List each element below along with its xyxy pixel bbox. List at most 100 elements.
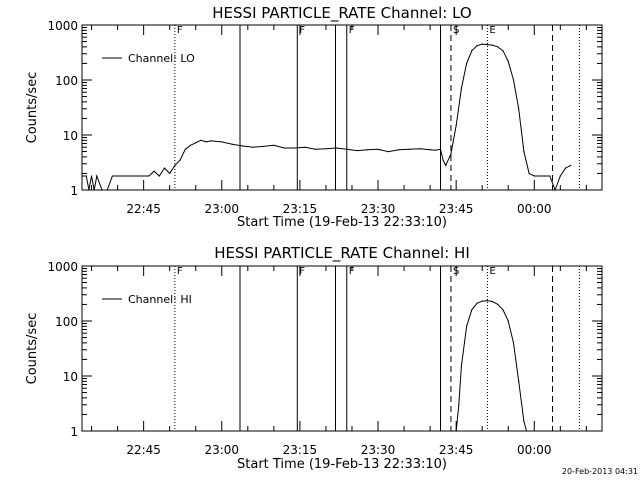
event-flag-label: F bbox=[299, 25, 305, 36]
data-point bbox=[163, 167, 166, 169]
data-point bbox=[564, 167, 567, 169]
chart-title: HESSI PARTICLE_RATE Channel: LO bbox=[212, 4, 471, 23]
data-point bbox=[81, 175, 83, 177]
data-point bbox=[434, 149, 436, 151]
data-point bbox=[507, 320, 509, 322]
data-point bbox=[538, 175, 541, 177]
x-tick-label: 22:45 bbox=[126, 443, 161, 457]
data-point bbox=[111, 175, 113, 177]
hi-channel-panel: HESSI PARTICLE_RATE Channel: HI 1 10 100 100… bbox=[25, 244, 603, 472]
y-tick-label: 10 bbox=[63, 129, 78, 143]
data-point bbox=[549, 175, 551, 177]
data-point bbox=[518, 108, 520, 110]
data-point bbox=[294, 147, 296, 149]
y-tick-label: 100 bbox=[55, 315, 78, 329]
data-point bbox=[523, 151, 525, 153]
data-point bbox=[158, 175, 160, 177]
data-point bbox=[377, 148, 379, 150]
data-point bbox=[127, 175, 129, 177]
y-tick-label: 100 bbox=[55, 74, 78, 88]
data-point bbox=[221, 141, 223, 143]
data-point bbox=[476, 45, 478, 47]
data-point bbox=[283, 147, 285, 149]
x-axis-label: Start Time (19-Feb-13 22:33:10) bbox=[237, 215, 447, 230]
chart-title: HESSI PARTICLE_RATE Channel: HI bbox=[214, 244, 470, 263]
data-point bbox=[148, 175, 150, 177]
data-point bbox=[497, 46, 499, 48]
x-tick-label: 23:45 bbox=[439, 443, 474, 457]
data-point bbox=[445, 164, 447, 166]
data-point bbox=[458, 404, 460, 406]
data-point bbox=[528, 172, 530, 174]
data-point bbox=[106, 189, 108, 191]
data-point bbox=[497, 303, 499, 305]
x-tick-label: 23:00 bbox=[204, 202, 239, 216]
data-point bbox=[205, 141, 207, 143]
y-tick-label: 1 bbox=[70, 425, 78, 439]
data-point bbox=[174, 164, 176, 166]
data-point bbox=[492, 301, 494, 303]
data-point bbox=[137, 175, 139, 177]
data-point bbox=[169, 172, 171, 174]
data-point bbox=[231, 143, 233, 145]
data-point bbox=[439, 148, 442, 150]
data-point bbox=[466, 325, 468, 327]
data-point bbox=[398, 149, 400, 151]
data-point bbox=[429, 149, 431, 151]
data-point bbox=[460, 87, 462, 90]
event-flag-label: F bbox=[349, 266, 355, 277]
y-tick-label: 1000 bbox=[47, 260, 78, 274]
x-tick-label: 00:00 bbox=[517, 202, 552, 216]
plot-frame bbox=[81, 265, 603, 432]
data-point bbox=[88, 189, 90, 191]
data-point bbox=[96, 175, 98, 177]
data-point bbox=[523, 420, 525, 422]
data-point bbox=[262, 145, 264, 147]
data-point bbox=[122, 175, 124, 177]
data-point bbox=[117, 175, 119, 177]
event-flag-label: F bbox=[177, 266, 183, 277]
event-flag-label: S bbox=[453, 25, 459, 36]
data-point bbox=[90, 175, 93, 177]
data-point bbox=[387, 151, 389, 153]
event-flag-label: F bbox=[177, 25, 183, 36]
data-point bbox=[559, 175, 561, 177]
event-flag-label: E bbox=[489, 25, 495, 36]
data-point bbox=[544, 175, 546, 177]
y-tick-label: 1000 bbox=[47, 19, 78, 33]
data-point bbox=[419, 148, 421, 150]
data-point bbox=[325, 148, 327, 150]
data-point bbox=[502, 50, 504, 52]
data-point bbox=[460, 365, 462, 367]
data-point bbox=[466, 62, 468, 64]
x-axis-label: Start Time (19-Feb-13 22:33:10) bbox=[237, 457, 447, 472]
data-point bbox=[93, 189, 95, 191]
plot-frame bbox=[81, 24, 603, 191]
data-point bbox=[450, 153, 452, 155]
data-point bbox=[189, 144, 192, 146]
data-point bbox=[304, 146, 306, 148]
data-point bbox=[200, 139, 202, 141]
x-tick-label: 00:00 bbox=[517, 443, 552, 457]
data-point bbox=[492, 44, 494, 46]
y-axis-label: Counts/sec bbox=[25, 313, 40, 385]
data-point bbox=[512, 79, 515, 81]
data-point bbox=[442, 159, 444, 161]
data-point bbox=[481, 43, 483, 45]
data-point bbox=[143, 175, 145, 177]
series-line bbox=[82, 43, 571, 192]
x-tick-label: 23:30 bbox=[361, 443, 396, 457]
data-point bbox=[184, 148, 186, 150]
data-point bbox=[314, 148, 317, 150]
data-point bbox=[512, 342, 515, 344]
data-point bbox=[195, 142, 197, 144]
data-point bbox=[481, 300, 483, 302]
data-point bbox=[408, 148, 410, 150]
data-point bbox=[570, 164, 572, 166]
data-point bbox=[486, 300, 488, 302]
x-tick-label: 23:15 bbox=[283, 202, 318, 216]
data-point bbox=[101, 189, 103, 191]
generation-timestamp: 20-Feb-2013 04:31 bbox=[562, 467, 638, 476]
y-tick-label: 1 bbox=[70, 184, 78, 198]
